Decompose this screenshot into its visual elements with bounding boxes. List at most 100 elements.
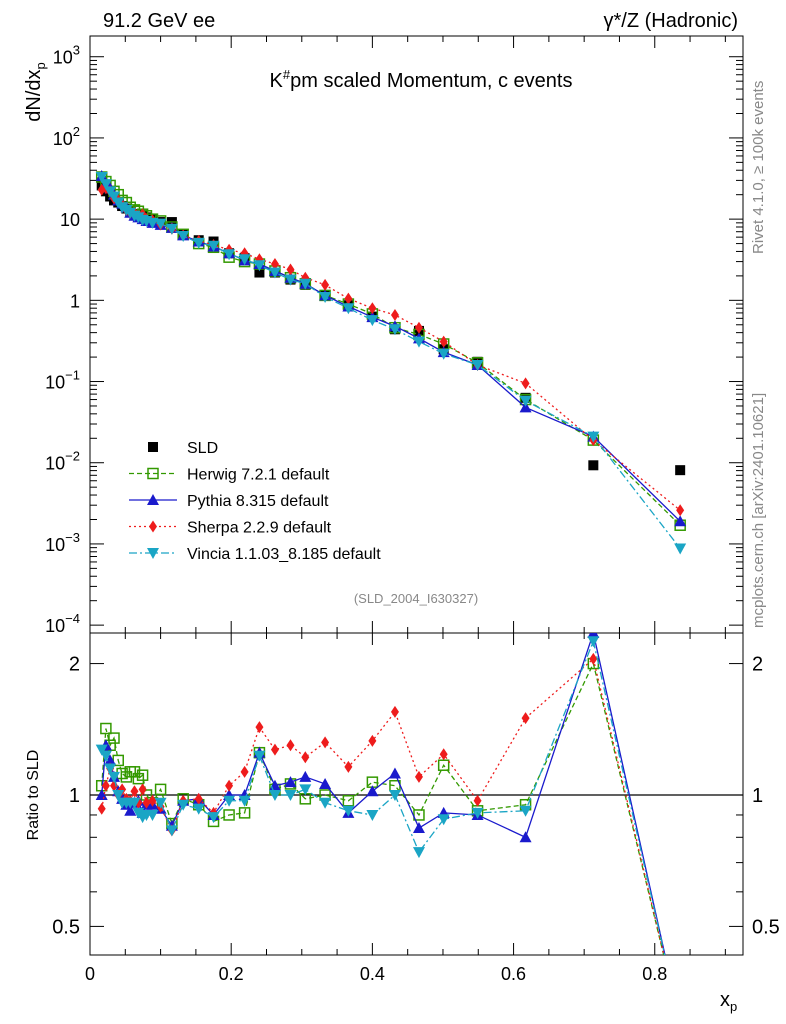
vincia-ratio-point bbox=[268, 789, 281, 801]
sherpa-ratio-point bbox=[414, 770, 423, 783]
sherpa-ratio-point bbox=[255, 721, 264, 734]
vincia-point bbox=[238, 254, 251, 266]
herwig-ratio-point bbox=[136, 769, 149, 781]
analysis-tag: (SLD_2004_I630327) bbox=[354, 591, 478, 606]
herwig-ratio-point bbox=[238, 807, 251, 819]
vincia-ratio-point bbox=[299, 784, 312, 796]
legend-label-sld: SLD bbox=[187, 440, 218, 457]
vincia-point bbox=[95, 172, 108, 184]
legend-marker-herwig bbox=[147, 467, 159, 480]
sherpa-ratio-point bbox=[321, 736, 330, 749]
sherpa-ratio-point bbox=[676, 1017, 684, 1024]
vincia-point bbox=[154, 218, 167, 230]
herwig-line bbox=[101, 176, 681, 526]
sld-point bbox=[588, 460, 599, 471]
vincia-point bbox=[192, 237, 205, 249]
sherpa-point bbox=[344, 292, 353, 305]
ratio-y-tick-label-right: 0.5 bbox=[752, 916, 780, 938]
vincia-ratio-point bbox=[128, 797, 141, 809]
herwig-ratio-point bbox=[154, 783, 167, 796]
sherpa-point bbox=[676, 504, 685, 517]
legend-label-sherpa: Sherpa 2.2.9 default bbox=[187, 520, 332, 537]
vincia-ratio-point bbox=[319, 797, 332, 809]
pythia-ratio-point bbox=[124, 804, 137, 816]
y-tick-label: 10−1 bbox=[45, 368, 80, 393]
sherpa-ratio-point bbox=[138, 783, 147, 796]
sld-point bbox=[675, 465, 686, 476]
vincia-ratio-point bbox=[284, 789, 297, 801]
plot-title: K#pm scaled Momentum, c events bbox=[270, 67, 573, 92]
herwig-ratio-point bbox=[128, 766, 141, 778]
vincia-point bbox=[223, 249, 236, 261]
sherpa-point bbox=[390, 308, 399, 321]
vincia-point bbox=[319, 291, 332, 303]
pythia-ratio-point bbox=[412, 822, 425, 834]
vincia-ratio-line bbox=[101, 639, 666, 955]
ratio-y-tick-label: 0.5 bbox=[52, 916, 80, 938]
vincia-ratio-point bbox=[95, 744, 108, 756]
vincia-ratio-point bbox=[412, 847, 425, 859]
vincia-ratio-point bbox=[437, 814, 450, 826]
legend-marker-pythia bbox=[147, 494, 159, 505]
sherpa-point bbox=[439, 335, 448, 348]
vincia-point bbox=[366, 315, 379, 327]
sherpa-ratio-point bbox=[101, 779, 110, 792]
legend-label-pythia: Pythia 8.315 default bbox=[187, 493, 329, 510]
vincia-point bbox=[342, 303, 355, 315]
sherpa-ratio-point bbox=[97, 802, 106, 815]
sherpa-point bbox=[521, 377, 530, 390]
herwig-ratio-point bbox=[132, 772, 145, 785]
vincia-ratio-point bbox=[146, 809, 159, 821]
herwig-ratio-point bbox=[675, 1018, 685, 1024]
herwig-ratio-point bbox=[437, 759, 450, 771]
pythia-ratio-point bbox=[366, 785, 379, 797]
vincia-ratio-point bbox=[674, 1018, 686, 1024]
pythia-ratio-point bbox=[299, 770, 312, 782]
vincia-point bbox=[587, 431, 600, 443]
x-tick-label: 0.6 bbox=[501, 964, 526, 984]
legend-marker-sherpa bbox=[149, 520, 157, 533]
herwig-ratio-point bbox=[342, 795, 355, 807]
herwig-ratio-point bbox=[223, 809, 235, 821]
x-axis-label: xp bbox=[720, 989, 737, 1014]
y-tick-label: 10 bbox=[60, 210, 80, 230]
vincia-point bbox=[253, 260, 266, 272]
vincia-ratio-point bbox=[366, 809, 379, 821]
legend-label-herwig: Herwig 7.2.1 default bbox=[187, 467, 330, 484]
header-right: γ*/Z (Hadronic) bbox=[604, 10, 738, 32]
vincia-point bbox=[471, 359, 484, 371]
pythia-ratio-point bbox=[674, 1017, 686, 1024]
sherpa-ratio-point bbox=[521, 712, 530, 725]
sherpa-ratio-point bbox=[344, 760, 353, 773]
y-tick-label: 103 bbox=[53, 43, 80, 68]
sherpa-ratio-line bbox=[101, 657, 665, 955]
herwig-ratio-point bbox=[100, 722, 112, 735]
vincia-ratio-point bbox=[587, 636, 600, 648]
sherpa-ratio-point bbox=[142, 796, 151, 809]
vincia-point bbox=[299, 278, 312, 290]
sherpa-point bbox=[321, 278, 330, 291]
vincia-point bbox=[437, 348, 450, 360]
pythia-ratio-point bbox=[284, 776, 297, 788]
vincia-point bbox=[284, 274, 297, 286]
vincia-ratio-point bbox=[192, 803, 205, 815]
sherpa-point bbox=[368, 302, 377, 315]
sherpa-ratio-point bbox=[368, 734, 377, 747]
ratio-y-tick-label: 1 bbox=[69, 785, 80, 807]
pythia-point bbox=[519, 401, 532, 413]
legend-label-vincia: Vincia 1.1.03_8.185 default bbox=[187, 546, 381, 563]
vincia-ratio-point bbox=[223, 795, 236, 807]
y-tick-label: 10−3 bbox=[45, 530, 80, 555]
vincia-point bbox=[519, 395, 532, 407]
vincia-point bbox=[108, 191, 121, 203]
vincia-ratio-point bbox=[108, 771, 121, 783]
rivet-version-text: Rivet 4.1.0, ≥ 100k events bbox=[750, 81, 767, 254]
herwig-ratio-point bbox=[108, 732, 120, 744]
vincia-ratio-point bbox=[519, 805, 532, 817]
sherpa-ratio-point bbox=[225, 779, 234, 792]
vincia-ratio-point bbox=[238, 795, 251, 807]
vincia-point bbox=[165, 223, 178, 235]
sherpa-ratio-point bbox=[301, 751, 310, 764]
vincia-point bbox=[674, 543, 687, 555]
